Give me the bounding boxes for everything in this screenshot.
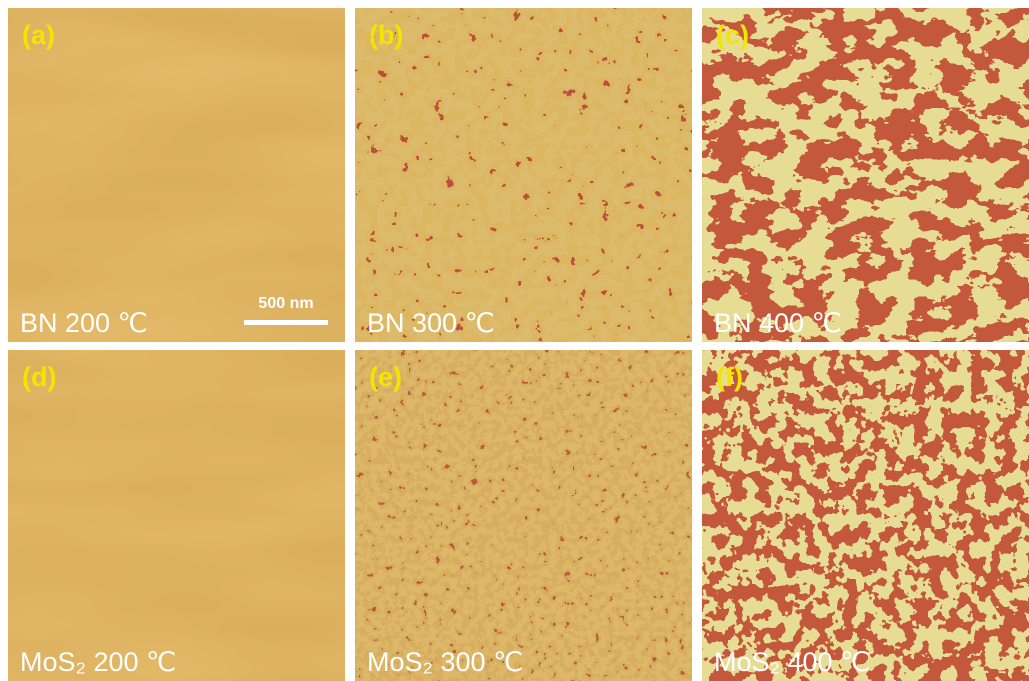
panel-caption: BN 300 ℃ [367,308,495,338]
panel-caption: MoS₂ 300 ℃ [367,647,523,677]
panel-caption: BN 400 ℃ [714,308,842,338]
scale-bar [244,320,328,325]
panel-caption: MoS₂ 200 ℃ [20,647,176,677]
afm-image [8,8,345,342]
panel-label: (d) [22,362,56,392]
afm-image [702,8,1029,342]
scale-bar-label: 500 nm [258,295,313,312]
figure: (a) BN 200 ℃ (b) BN 300 ℃ (c) BN 400 ℃ (d) MoS₂… [0,0,1029,681]
panel-label: (a) [22,20,55,50]
panel-label: (b) [369,20,403,50]
afm-image [355,8,692,342]
panel-caption: MoS₂ 400 ℃ [714,647,870,677]
panel-label: (f) [716,362,743,392]
afm-image [355,350,692,681]
afm-image [702,350,1029,681]
panel-label: (c) [716,20,749,50]
afm-image [8,350,345,681]
panel-label: (e) [369,362,402,392]
panel-caption: BN 200 ℃ [20,308,148,338]
